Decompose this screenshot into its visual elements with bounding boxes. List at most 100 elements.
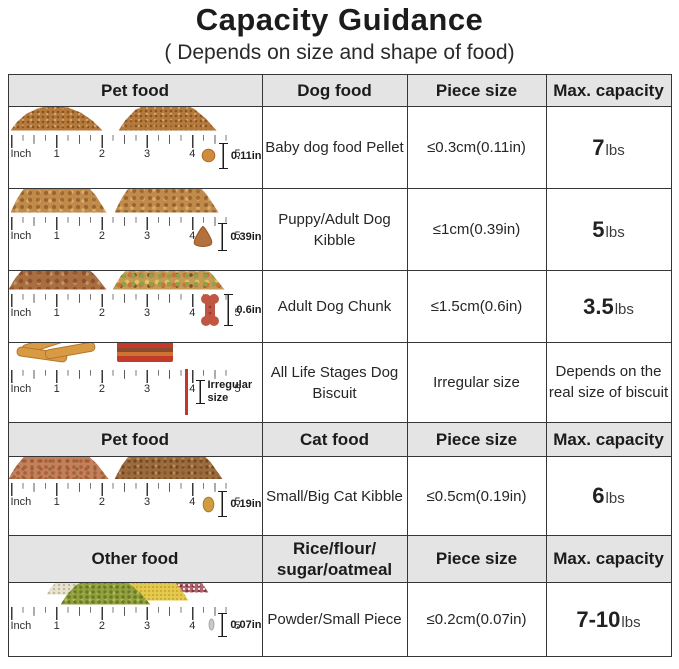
ruler-mark-label: 3 xyxy=(144,229,151,242)
ruler-unit-label: Inch xyxy=(10,229,32,242)
header-cat-food: Cat food xyxy=(261,422,408,457)
ruler-mark-label: 2 xyxy=(98,382,105,395)
cell-max-capacity: Depends on the real size of biscuit xyxy=(545,342,672,423)
cell-food-type: Powder/Small Piece xyxy=(261,582,408,657)
size-label: 0.19in xyxy=(230,498,262,510)
chunk-size-measure: 0.6in xyxy=(199,293,261,327)
capacity-unit: lbs xyxy=(605,141,625,159)
cell-max-capacity: 7lbs xyxy=(545,106,672,189)
ruler-unit-label: Inch xyxy=(10,619,32,632)
capacity-value: 6 xyxy=(592,483,605,509)
ruler-ticks-icon xyxy=(10,134,237,148)
measure-bracket-icon xyxy=(218,491,228,517)
row-baby-dog-pellet: 0.11in Inch 1 2 3 4 5 Baby dog food Pellet ≤0… xyxy=(7,106,672,189)
irregular-line-icon xyxy=(184,368,188,415)
cat-kibble-pile-icon xyxy=(114,457,223,479)
header-max-capacity: Max. capacity xyxy=(545,535,672,583)
ruler-mark-label: 5 xyxy=(234,382,241,395)
cell-piece-size: ≤0.3cm(0.11in) xyxy=(406,106,547,189)
capacity-value: 7 xyxy=(592,134,605,160)
ruler-mark-label: 1 xyxy=(53,619,60,632)
ruler-mark-label: 1 xyxy=(53,147,60,160)
measure-bracket-icon xyxy=(224,293,234,326)
size-label: 0.6in xyxy=(236,303,262,316)
cell-food-type: Small/Big Cat Kibble xyxy=(261,456,408,536)
biscuit-size-measure: Irregular size xyxy=(184,368,262,415)
measure-bracket-icon xyxy=(218,142,228,169)
inch-ruler: Inch 1 2 3 4 5 xyxy=(10,606,241,633)
cell-kibble-illustration: 0.39in Inch 1 2 3 4 5 xyxy=(7,188,263,271)
cell-max-capacity: 5lbs xyxy=(545,188,672,271)
ruler-unit-label: Inch xyxy=(10,382,32,395)
ruler-mark-label: 4 xyxy=(189,382,196,395)
inch-ruler: Inch 1 2 3 4 5 xyxy=(10,369,241,396)
ruler-mark-label: 5 xyxy=(234,619,241,632)
ruler-ticks-icon xyxy=(10,369,237,383)
oval-kibble-icon xyxy=(203,496,215,512)
header-dog-food: Dog food xyxy=(261,74,408,107)
ruler-mark-label: 5 xyxy=(234,147,241,160)
jerky-strips-icon xyxy=(16,343,95,362)
pellet-size-measure: 0.11in xyxy=(201,142,261,169)
ruler-labels: Inch 1 2 3 4 5 xyxy=(11,496,241,509)
bone-chunk-icon xyxy=(201,293,220,326)
ruler-mark-label: 3 xyxy=(144,496,151,508)
measure-bracket-icon xyxy=(218,612,228,637)
header-piece-size: Piece size xyxy=(406,535,547,583)
ruler-mark-label: 5 xyxy=(234,229,241,242)
cell-food-type: All Life Stages Dog Biscuit xyxy=(261,342,408,423)
ruler-unit-label: Inch xyxy=(10,147,32,160)
cell-pellet-illustration: 0.11in Inch 1 2 3 4 5 xyxy=(7,106,263,189)
ruler-mark-label: 3 xyxy=(144,306,151,319)
row-cat-kibble: 0.19in Inch 1 2 3 4 5 Small/Big Cat Kibble ≤0… xyxy=(7,456,672,536)
cell-biscuit-illustration: Irregular size Inch 1 2 3 4 5 xyxy=(7,342,263,423)
ruler-labels: Inch 1 2 3 4 5 xyxy=(11,306,241,320)
cell-cat-kibble-illustration: 0.19in Inch 1 2 3 4 5 xyxy=(7,456,263,536)
cell-max-capacity: 7-10lbs xyxy=(545,582,672,657)
capacity-unit: lbs xyxy=(605,223,625,241)
ruler-labels: Inch 1 2 3 4 5 xyxy=(10,229,241,243)
ruler-mark-label: 4 xyxy=(189,229,196,242)
header-piece-size: Piece size xyxy=(406,74,547,107)
ruler-ticks-icon xyxy=(10,483,237,496)
cell-food-type: Baby dog food Pellet xyxy=(261,106,408,189)
ruler-mark-label: 3 xyxy=(144,147,151,160)
pellet-pile-icon xyxy=(118,107,217,131)
capacity-value: 3.5 xyxy=(583,293,614,319)
capacity-unit: lbs xyxy=(605,490,625,508)
cell-piece-size: Irregular size xyxy=(406,342,547,423)
ruler-mark-label: 4 xyxy=(189,147,196,160)
inch-ruler: Inch 1 2 3 4 5 xyxy=(10,216,241,243)
row-dog-biscuit: Irregular size Inch 1 2 3 4 5 All Life Stages… xyxy=(7,342,672,423)
ruler-mark-label: 4 xyxy=(189,496,196,508)
ruler-mark-label: 1 xyxy=(53,229,60,242)
cell-food-type: Adult Dog Chunk xyxy=(261,270,408,343)
cell-piece-size: ≤1.5cm(0.6in) xyxy=(406,270,547,343)
ruler-ticks-icon xyxy=(10,293,237,307)
capacity-unit: lbs xyxy=(621,613,641,631)
header-row-dog: Pet food Dog food Piece size Max. capaci… xyxy=(7,74,672,107)
header-rice-flour: Rice/flour/ sugar/oatmeal xyxy=(261,535,408,583)
measure-bracket-icon xyxy=(195,379,205,404)
round-pellet-icon xyxy=(201,148,216,163)
ruler-mark-label: 1 xyxy=(53,382,60,395)
cell-piece-size: ≤1cm(0.39in) xyxy=(406,188,547,271)
header-piece-size: Piece size xyxy=(406,422,547,457)
inch-ruler: Inch 1 2 3 4 5 xyxy=(10,293,241,320)
ruler-mark-label: 2 xyxy=(98,147,105,160)
capacity-value: 7-10 xyxy=(576,606,621,632)
cell-max-capacity: 6lbs xyxy=(545,456,672,536)
grain-size-measure: 0.07in xyxy=(208,612,261,637)
kibble-pile-icon xyxy=(114,189,219,213)
cat-kibble-pile-icon xyxy=(9,457,109,479)
size-label: 0.39in xyxy=(230,230,262,243)
header-row-cat: Pet food Cat food Piece size Max. capaci… xyxy=(7,422,672,457)
header-row-other: Other food Rice/flour/ sugar/oatmeal Pie… xyxy=(7,535,672,583)
header-pet-food: Pet food xyxy=(7,74,263,107)
ruler-labels: Inch 1 2 3 4 5 xyxy=(10,147,241,161)
header-other-food: Other food xyxy=(7,535,263,583)
row-adult-dog-chunk: 0.6in Inch 1 2 3 4 5 Adult Dog Chunk ≤1.5cm(0… xyxy=(7,270,672,343)
ruler-mark-label: 1 xyxy=(53,496,60,508)
ruler-mark-label: 5 xyxy=(234,306,241,319)
